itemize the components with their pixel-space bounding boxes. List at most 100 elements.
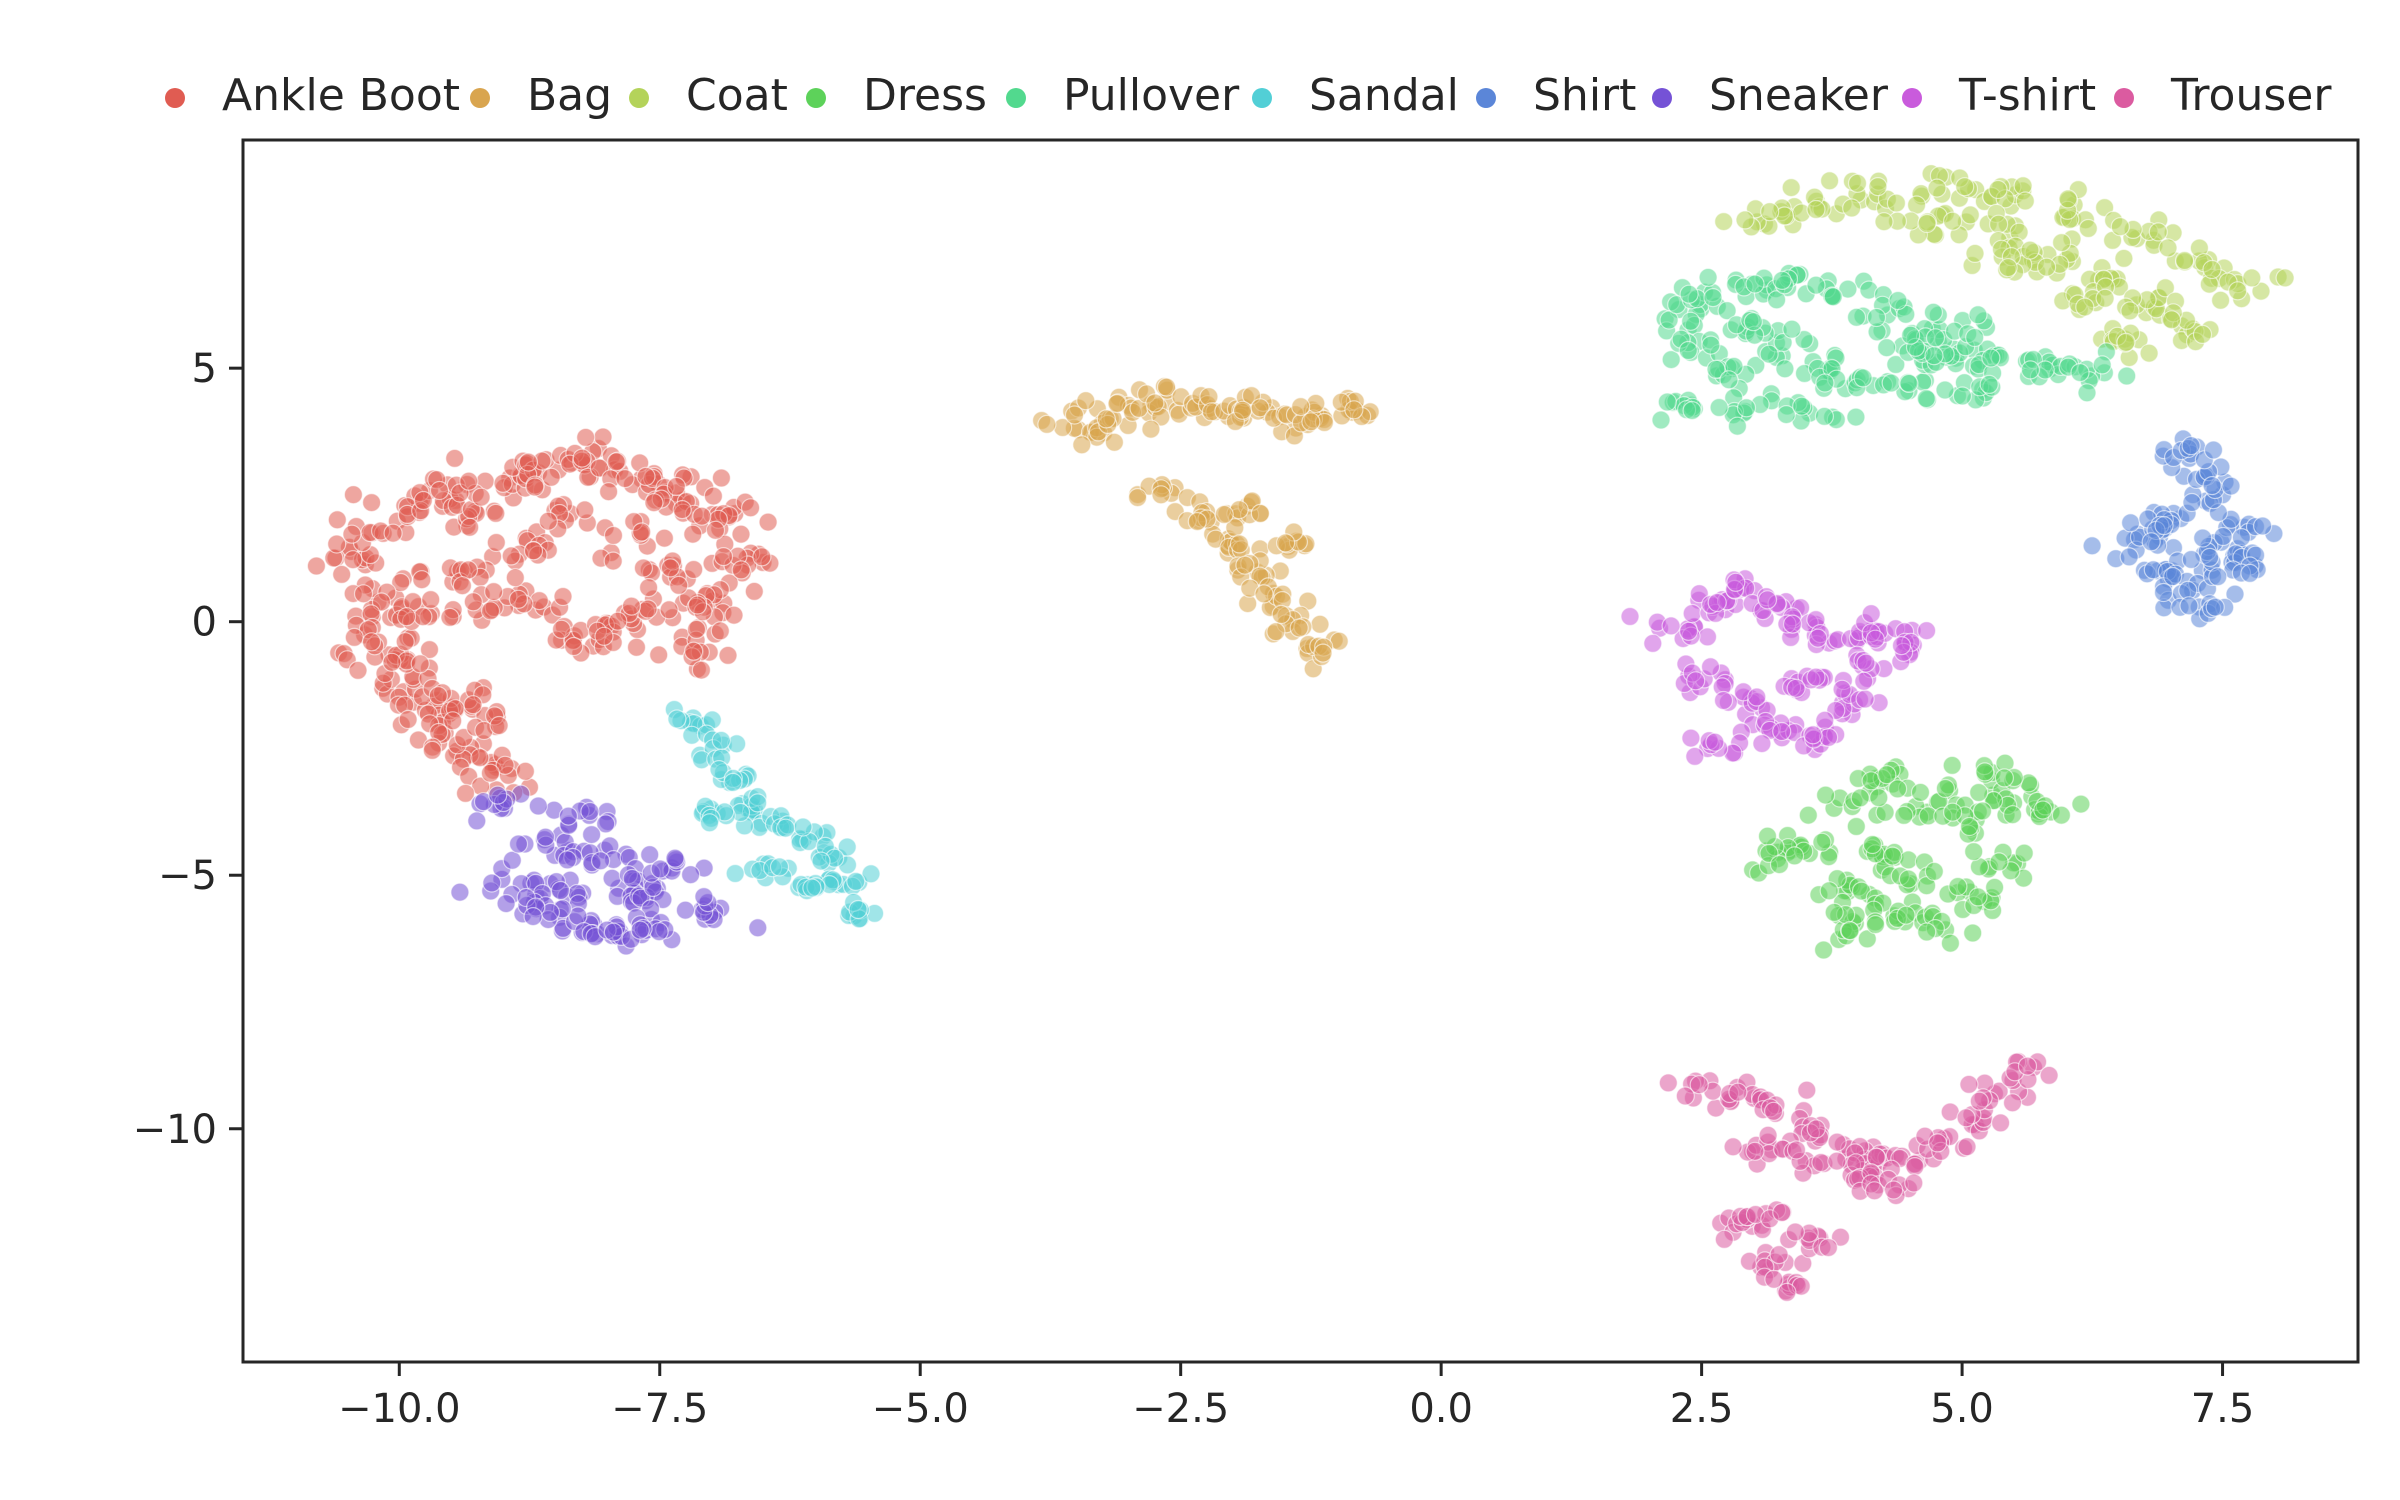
data-point: [422, 740, 442, 761]
data-point: [1866, 307, 1887, 328]
data-point: [1927, 178, 1947, 198]
data-point: [1900, 325, 1921, 345]
data-point: [633, 558, 654, 578]
data-point: [1680, 311, 1701, 331]
data-point: [1643, 633, 1663, 654]
data-point: [744, 581, 764, 602]
data-point: [2205, 597, 2225, 617]
data-point: [775, 818, 796, 838]
data-point: [1846, 307, 1867, 327]
data-point: [1847, 173, 1868, 193]
data-point: [1823, 287, 1843, 307]
legend-marker-icon: [629, 88, 649, 108]
data-point: [2155, 278, 2175, 298]
data-point: [665, 848, 685, 868]
data-point: [1811, 1152, 1831, 1173]
legend-marker-icon: [470, 88, 490, 108]
data-point: [419, 639, 440, 660]
x-tick-label: 2.5: [1670, 1386, 1734, 1432]
data-point: [1651, 410, 1671, 430]
legend-item-sneaker: Sneaker: [1652, 70, 1889, 121]
legend-item-sandal: Sandal: [1252, 70, 1459, 121]
series-pullover: [1651, 263, 2137, 436]
data-point: [1855, 689, 1875, 709]
data-point: [1812, 832, 1832, 852]
data-point: [1064, 405, 1085, 425]
data-point: [361, 632, 382, 652]
legend: Ankle Boot Bag Coat Dress Pullover Sandal Shir…: [165, 70, 2332, 121]
data-point: [1661, 616, 1681, 636]
data-point: [1769, 1244, 1789, 1265]
data-point: [1910, 782, 1931, 803]
data-point: [1856, 653, 1876, 673]
data-point: [1250, 398, 1270, 418]
data-point: [1747, 687, 1767, 707]
data-point: [650, 859, 670, 879]
data-point: [2052, 233, 2072, 253]
data-point: [1763, 1101, 1784, 1121]
data-point: [1705, 732, 1725, 752]
data-point: [1701, 335, 1721, 355]
data-point: [669, 575, 689, 596]
x-tick-label: −7.5: [611, 1386, 708, 1432]
data-point: [2002, 805, 2023, 825]
data-point: [575, 500, 595, 520]
data-point: [1917, 213, 1937, 234]
data-point: [2202, 476, 2222, 496]
legend-item-pullover: Pullover: [1006, 70, 1240, 121]
data-point: [1827, 1132, 1847, 1152]
data-point: [486, 532, 506, 553]
data-point: [1818, 727, 1839, 748]
data-point: [731, 524, 751, 544]
data-point: [626, 637, 647, 657]
series-sneaker: [450, 784, 768, 956]
data-point: [1806, 1119, 1826, 1139]
data-point: [659, 600, 679, 620]
data-point: [486, 503, 506, 524]
data-point: [1250, 503, 1271, 524]
data-point: [2117, 366, 2137, 386]
data-point: [1141, 419, 1161, 439]
data-point: [1869, 788, 1889, 808]
data-point: [1229, 534, 1250, 554]
data-point: [654, 528, 675, 548]
data-point: [450, 882, 470, 902]
data-point: [1772, 270, 1792, 290]
y-tick-label: 0: [192, 600, 217, 646]
data-point: [1714, 1229, 1734, 1250]
data-point: [2148, 222, 2168, 242]
legend-marker-icon: [2114, 88, 2134, 108]
data-point: [1759, 344, 1779, 364]
data-point: [576, 427, 596, 447]
data-point: [523, 906, 543, 927]
data-point: [1814, 406, 1835, 426]
data-point: [1881, 373, 1901, 393]
data-point: [606, 452, 626, 472]
data-point: [2036, 257, 2057, 277]
data-point: [1957, 1137, 1977, 1157]
series-coat: [1714, 164, 2295, 368]
data-point: [1792, 396, 1812, 416]
data-point: [1777, 1282, 1797, 1303]
data-point: [1766, 290, 1787, 310]
data-point: [2213, 526, 2233, 547]
data-point: [2208, 567, 2228, 587]
data-point: [2228, 281, 2248, 301]
data-point: [1972, 801, 1993, 821]
data-point: [1888, 290, 1908, 311]
data-point: [1924, 346, 1944, 366]
series-dress: [1742, 753, 2091, 960]
data-point: [550, 880, 571, 901]
data-point: [2014, 843, 2034, 863]
data-point: [644, 493, 664, 513]
data-point: [638, 599, 658, 619]
data-point: [1726, 572, 1746, 592]
data-point: [666, 476, 687, 497]
legend-label: Sandal: [1309, 70, 1459, 121]
data-point: [1935, 380, 1955, 400]
data-point: [1965, 327, 1985, 348]
data-point: [1891, 635, 1912, 656]
data-point: [1686, 671, 1706, 691]
data-point: [1271, 604, 1291, 625]
data-point: [2033, 800, 2053, 820]
